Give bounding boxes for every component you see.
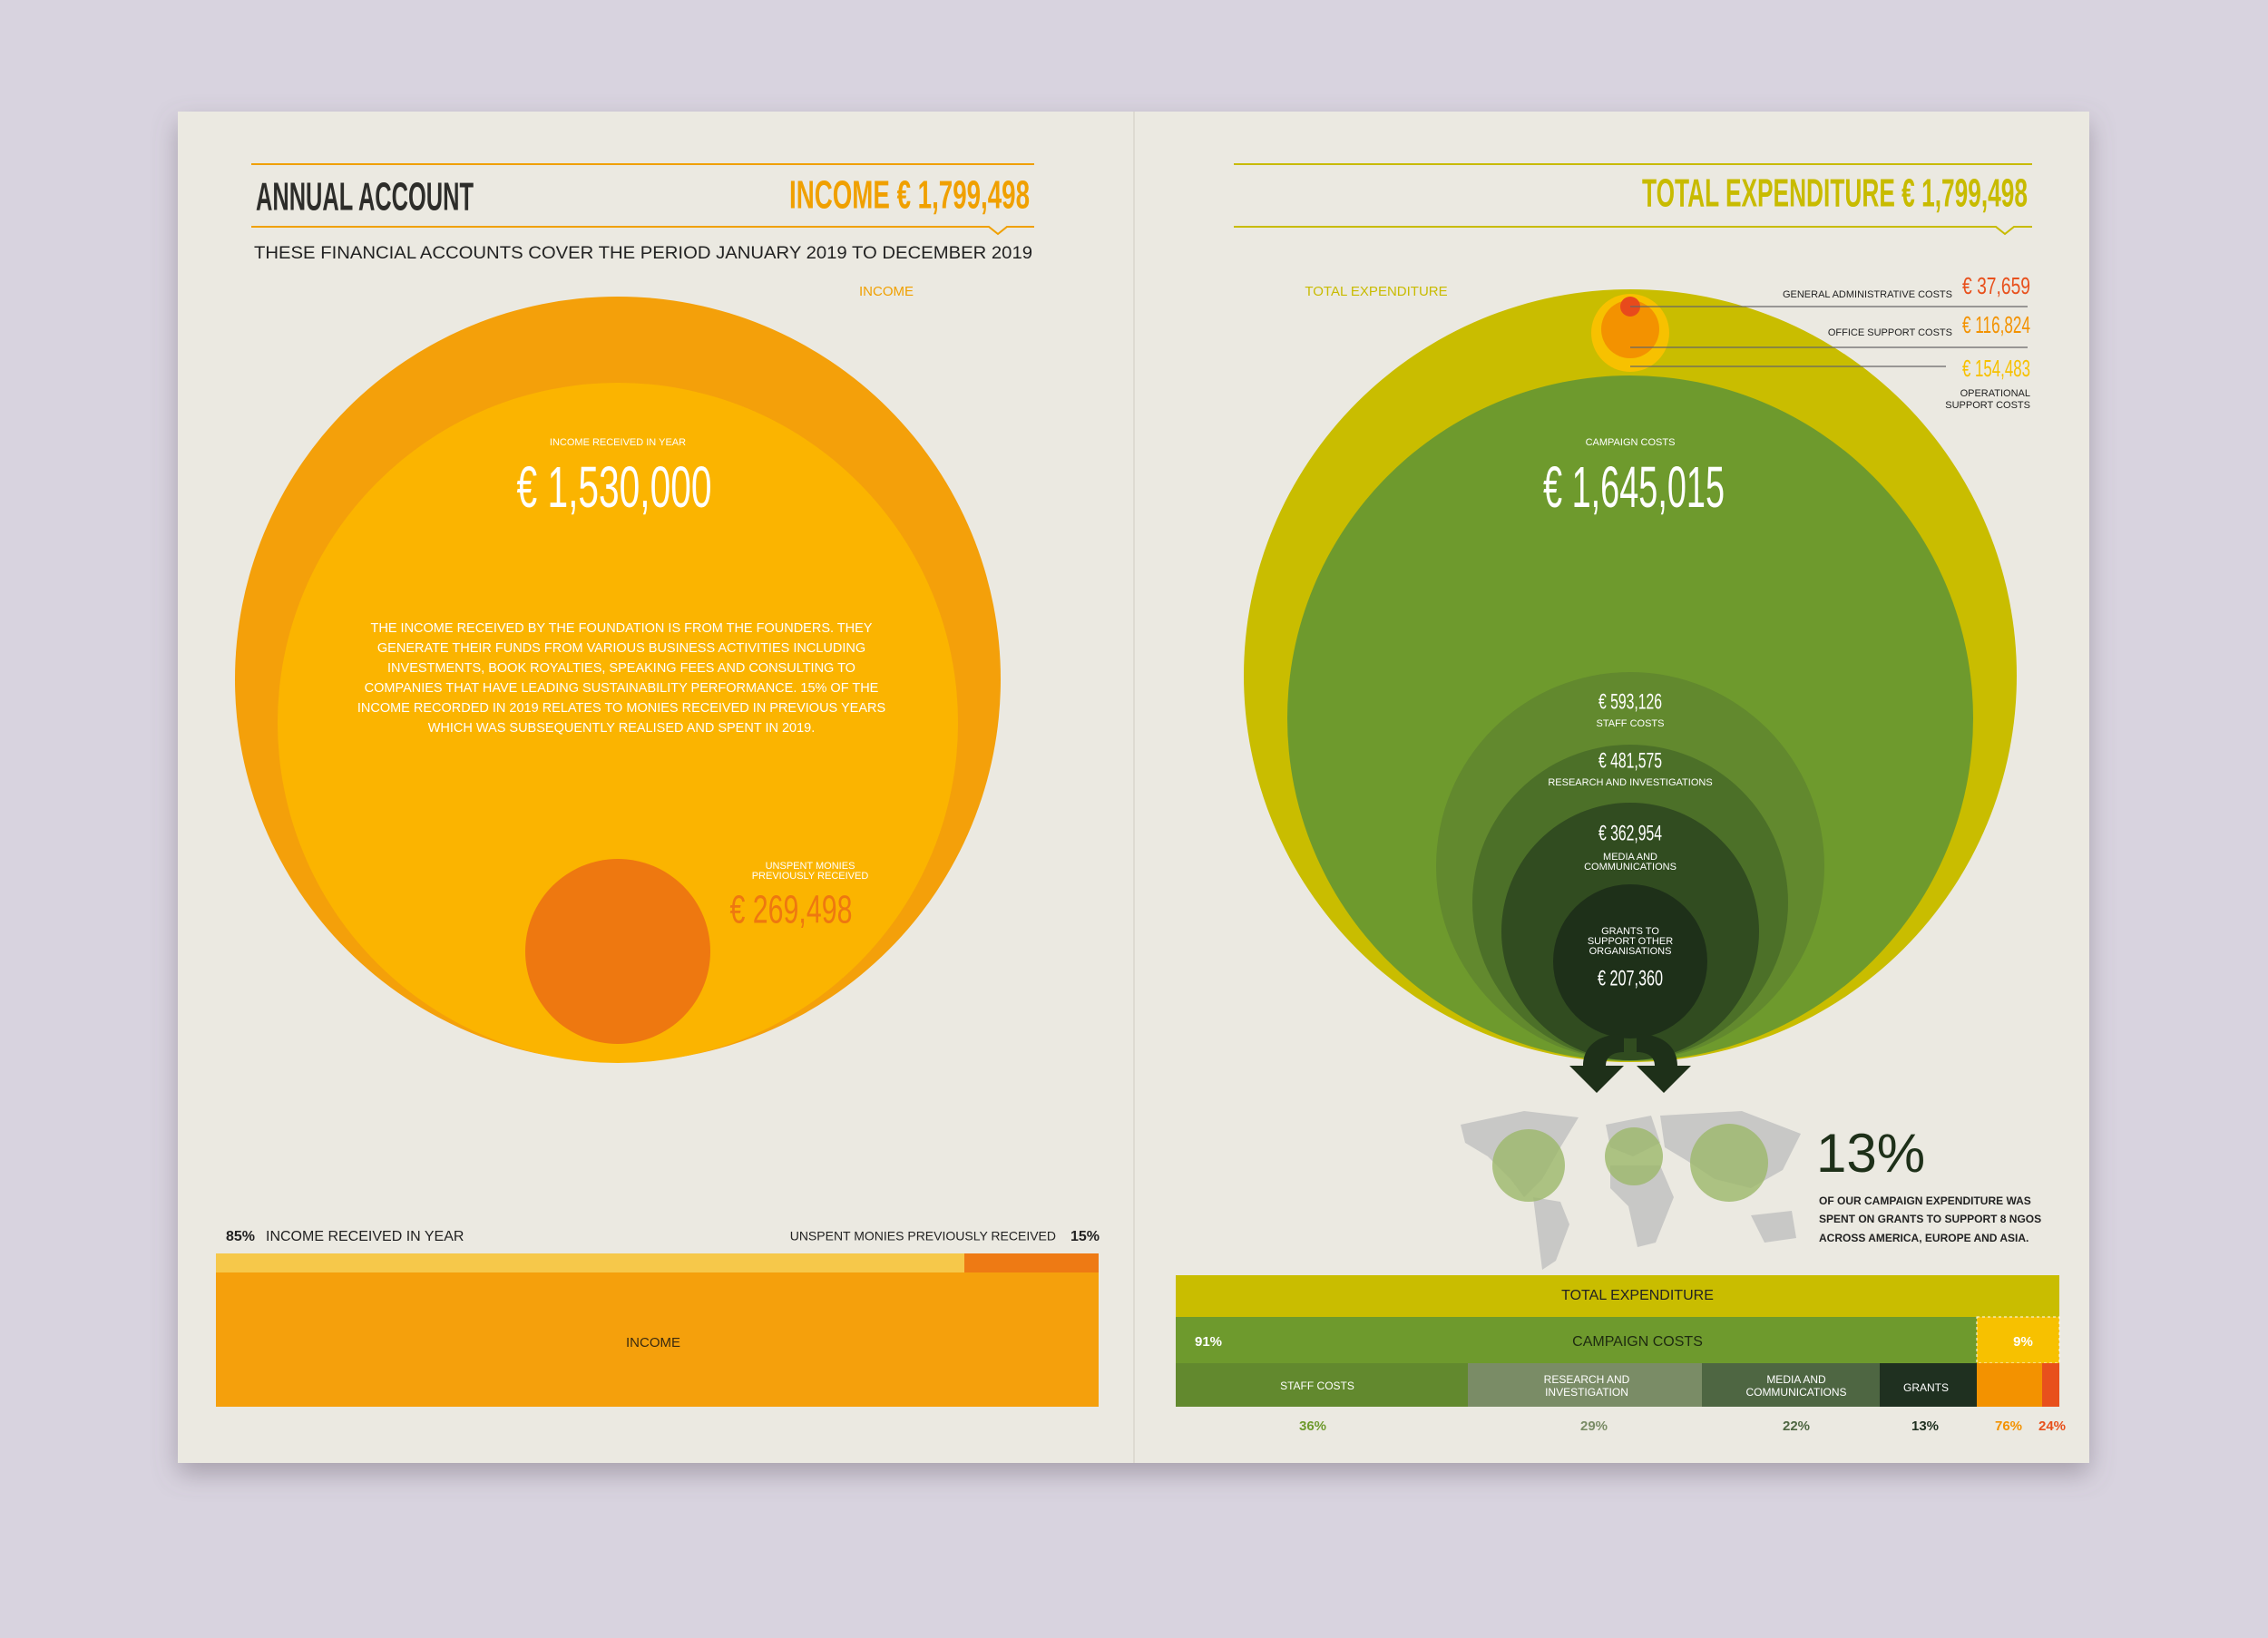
line: THE INCOME RECEIVED BY THE FOUNDATION IS… <box>371 621 873 636</box>
pct: 85% <box>226 1229 255 1244</box>
circle-label: TOTAL EXPENDITURE <box>1305 284 1447 299</box>
label: CAMPAIGN COSTS <box>1572 1334 1703 1350</box>
label: INVESTIGATION <box>1545 1386 1628 1399</box>
value: € 481,575 <box>1598 748 1662 773</box>
subtitle: THESE FINANCIAL ACCOUNTS COVER THE PERIO… <box>254 244 1032 263</box>
bar-segment <box>2042 1363 2059 1407</box>
bar-segment <box>1468 1363 1702 1407</box>
label: GRANTS <box>1903 1381 1949 1394</box>
label: COMMUNICATIONS <box>1584 862 1677 873</box>
rule <box>1234 226 2032 236</box>
pct: 9% <box>2013 1334 2033 1350</box>
title: ANNUAL ACCOUNT <box>256 175 474 219</box>
line: WHICH WAS SUBSEQUENTLY REALISED AND SPEN… <box>428 721 816 736</box>
value: € 593,126 <box>1598 689 1662 714</box>
circle-label: INCOME <box>859 284 914 299</box>
value: € 1,530,000 <box>517 454 712 520</box>
line: GENERATE THEIR FUNDS FROM VARIOUS BUSINE… <box>377 641 865 656</box>
value: € 116,824 <box>1962 311 2030 338</box>
label: UNSPENT MONIES PREVIOUSLY RECEIVED <box>790 1229 1056 1243</box>
bar-segment <box>1176 1317 1977 1363</box>
label: UNSPENT MONIES <box>766 861 855 872</box>
value: € 207,360 <box>1598 966 1663 990</box>
value: € 362,954 <box>1598 821 1662 845</box>
label: MEDIA AND <box>1766 1373 1826 1386</box>
label: GENERAL ADMINISTRATIVE COSTS <box>1783 289 1952 300</box>
pct: 91% <box>1195 1334 1222 1350</box>
pct: 76% <box>1995 1419 2022 1434</box>
bar-segment <box>1176 1363 1468 1407</box>
line: OF OUR CAMPAIGN EXPENDITURE WAS <box>1819 1194 2031 1207</box>
rule <box>251 226 1034 236</box>
bar-segment <box>1880 1363 1977 1407</box>
label: RESEARCH AND INVESTIGATIONS <box>1548 777 1712 788</box>
pct: 29% <box>1580 1419 1608 1434</box>
value: € 154,483 <box>1962 355 2030 382</box>
label: COMMUNICATIONS <box>1745 1386 1846 1399</box>
line: SPENT ON GRANTS TO SUPPORT 8 NGOS <box>1819 1213 2041 1225</box>
bar-segment <box>964 1253 1099 1272</box>
bar-segment <box>1702 1363 1880 1407</box>
grants-circle <box>1553 884 1707 1038</box>
line: COMPANIES THAT HAVE LEADING SUSTAINABILI… <box>365 681 879 696</box>
pct: 15% <box>1070 1229 1100 1244</box>
value: € 269,498 <box>730 888 853 932</box>
pct: 24% <box>2038 1419 2066 1434</box>
label: TOTAL EXPENDITURE <box>1561 1288 1714 1303</box>
bar-segment <box>1976 1316 2060 1364</box>
line: INCOME RECORDED IN 2019 RELATES TO MONIE… <box>357 701 885 716</box>
line: ACROSS AMERICA, EUROPE AND ASIA. <box>1819 1232 2028 1244</box>
office-circle <box>1601 300 1659 358</box>
percents: 36% 29% 22% 13% 76% 24% <box>1299 1419 2066 1434</box>
label: CAMPAIGN COSTS <box>1586 437 1676 448</box>
label: INCOME RECEIVED IN YEAR <box>550 437 686 448</box>
received-circle <box>278 383 958 1063</box>
label: INCOME RECEIVED IN YEAR <box>266 1229 464 1244</box>
label: OFFICE SUPPORT COSTS <box>1828 327 1952 338</box>
income-heading: INCOME € 1,799,498 <box>789 173 1030 218</box>
expenditure-heading: TOTAL EXPENDITURE € 1,799,498 <box>1642 171 2028 216</box>
label: OPERATIONAL <box>1960 388 2030 399</box>
label: MEDIA AND <box>1603 852 1657 863</box>
bar <box>1176 1275 2059 1317</box>
pct: 13% <box>1816 1123 1925 1184</box>
bar-segment <box>1977 1363 2042 1407</box>
pct: 22% <box>1783 1419 1810 1434</box>
label: SUPPORT COSTS <box>1945 400 2030 411</box>
label: INCOME <box>626 1335 680 1350</box>
label: SUPPORT OTHER <box>1588 936 1673 947</box>
unspent-circle <box>525 859 710 1044</box>
bar-segment <box>216 1253 964 1272</box>
label: STAFF COSTS <box>1280 1380 1354 1392</box>
label: STAFF COSTS <box>1597 718 1665 729</box>
pct: 36% <box>1299 1419 1326 1434</box>
label: PREVIOUSLY RECEIVED <box>752 871 869 882</box>
label: GRANTS TO <box>1601 926 1659 937</box>
value: € 37,659 <box>1962 272 2030 299</box>
label: RESEARCH AND <box>1544 1373 1630 1386</box>
region-circles <box>1492 1124 1768 1202</box>
bar <box>216 1272 1099 1407</box>
arrows <box>1569 1034 1691 1093</box>
pct: 13% <box>1911 1419 1939 1434</box>
label: ORGANISATIONS <box>1589 946 1672 957</box>
value: € 1,645,015 <box>1543 454 1725 520</box>
line: INVESTMENTS, BOOK ROYALTIES, SPEAKING FE… <box>387 661 855 676</box>
leaders <box>1630 306 2028 367</box>
description: THE INCOME RECEIVED BY THE FOUNDATION IS… <box>357 621 885 736</box>
